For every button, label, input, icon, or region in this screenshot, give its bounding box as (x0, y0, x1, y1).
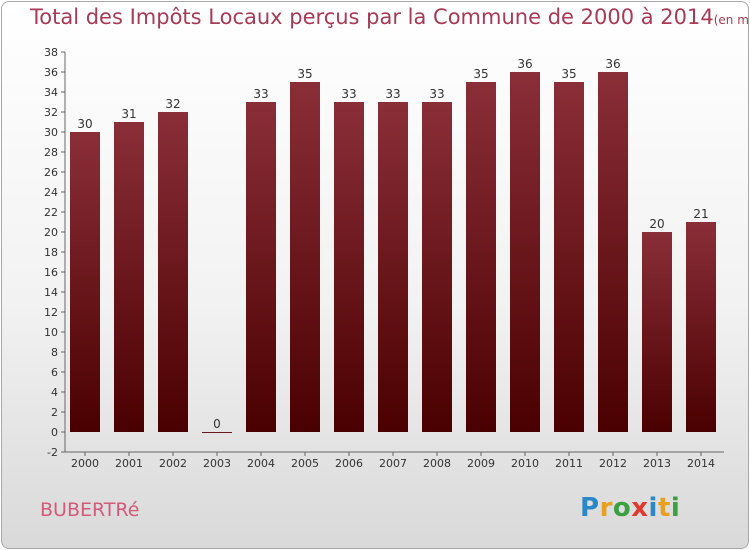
commune-name: BUBERTRé (40, 499, 140, 521)
logo-letter: P (580, 493, 600, 523)
y-tick-label: 32 (44, 106, 58, 119)
bar-2005 (290, 82, 320, 432)
x-tick-label: 2007 (379, 457, 407, 470)
y-tick-label: 8 (51, 346, 58, 359)
bar-2000 (70, 132, 100, 432)
y-tick-label: 0 (51, 426, 58, 439)
value-label-2012: 36 (605, 57, 620, 71)
value-label-2010: 36 (517, 57, 532, 71)
value-label-2008: 33 (429, 87, 444, 101)
value-label-2005: 35 (297, 67, 312, 81)
bar-2001 (114, 122, 144, 432)
title-unit: (en milliers d'€) (713, 13, 749, 27)
y-tick-label: 10 (44, 326, 58, 339)
value-label-2011: 35 (561, 67, 576, 81)
y-tick-label: 12 (44, 306, 58, 319)
x-tick-label: 2002 (159, 457, 187, 470)
y-tick-label: 24 (44, 186, 58, 199)
y-tick-label: 30 (44, 126, 58, 139)
y-tick-label: 38 (44, 46, 58, 59)
bars (70, 72, 716, 433)
value-label-2013: 20 (649, 217, 664, 231)
bar-2013 (642, 232, 672, 432)
proxiti-logo: Proxiti (580, 493, 680, 523)
value-labels: 30 31 32 0 33 35 33 33 33 35 36 35 36 20 21 (77, 57, 708, 431)
logo-letter: r (599, 493, 613, 523)
title-main: Total des Impôts Locaux perçus par la Co… (30, 5, 714, 29)
bar-2004 (246, 102, 276, 432)
value-label-2001: 31 (121, 107, 136, 121)
y-tick-label: 20 (44, 226, 58, 239)
x-tick-label: 2010 (511, 457, 539, 470)
x-tick-label: 2005 (291, 457, 319, 470)
value-label-2007: 33 (385, 87, 400, 101)
x-tick-label: 2014 (687, 457, 715, 470)
value-label-2006: 33 (341, 87, 356, 101)
bar-2006 (334, 102, 364, 432)
x-tick-label: 2001 (115, 457, 143, 470)
value-label-2009: 35 (473, 67, 488, 81)
x-tick-label: 2008 (423, 457, 451, 470)
y-tick-label: 16 (44, 266, 58, 279)
y-tick-label: 14 (44, 286, 58, 299)
x-tick-label: 2013 (643, 457, 671, 470)
bar-2014 (686, 222, 716, 432)
y-tick-label: 34 (44, 86, 58, 99)
bar-2007 (378, 102, 408, 432)
bar-2009 (466, 82, 496, 432)
x-tick-label: 2006 (335, 457, 363, 470)
x-tick-label: 2004 (247, 457, 275, 470)
x-tick-label: 2009 (467, 457, 495, 470)
bar-2003 (202, 432, 232, 433)
chart-title: Total des Impôts Locaux perçus par la Co… (30, 5, 749, 29)
x-tick-label: 2012 (599, 457, 627, 470)
y-tick-label: 18 (44, 246, 58, 259)
bar-2002 (158, 112, 188, 432)
logo-letter: o (612, 493, 632, 523)
y-tick-label: 26 (44, 166, 58, 179)
logo-letter: t (657, 493, 671, 523)
bar-2012 (598, 72, 628, 432)
logo-letter: i (648, 493, 658, 523)
y-tick-label: 28 (44, 146, 58, 159)
y-tick-label: 4 (51, 386, 58, 399)
logo-letter: i (670, 493, 681, 523)
value-label-2004: 33 (253, 87, 268, 101)
value-label-2014: 21 (693, 207, 708, 221)
value-label-2003: 0 (213, 417, 221, 431)
value-label-2000: 30 (77, 117, 92, 131)
x-tick-label: 2011 (555, 457, 583, 470)
y-tick-label: 2 (51, 406, 58, 419)
y-tick-label: 22 (44, 206, 58, 219)
y-tick-label: 6 (51, 366, 58, 379)
logo-letter: x (631, 493, 649, 523)
y-tick-label: -2 (47, 446, 58, 459)
axes: -202468101214161820222426283032343638200… (44, 46, 724, 470)
bar-2011 (554, 82, 584, 432)
bar-2010 (510, 72, 540, 432)
y-tick-label: 36 (44, 66, 58, 79)
bar-2008 (422, 102, 452, 432)
x-tick-label: 2003 (203, 457, 231, 470)
x-tick-label: 2000 (71, 457, 99, 470)
value-label-2002: 32 (165, 97, 180, 111)
